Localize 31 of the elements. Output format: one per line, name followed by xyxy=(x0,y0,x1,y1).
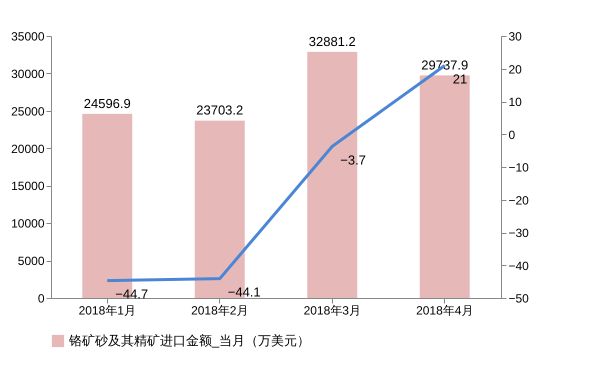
y-tick-label: 10000 xyxy=(11,216,45,231)
y-tick-label: 15000 xyxy=(11,179,45,194)
bar xyxy=(420,75,470,298)
y2-tick-label: −30 xyxy=(508,226,530,240)
y2-tick-label: −40 xyxy=(508,258,530,273)
y-tick-label: 25000 xyxy=(11,104,45,118)
y2-tick-label: 30 xyxy=(508,30,522,44)
data-label: −44.7 xyxy=(115,286,148,302)
data-label: 23703.2 xyxy=(196,102,244,118)
y-tick-label: 20000 xyxy=(11,142,45,156)
y2-tick-label: 0 xyxy=(508,128,516,142)
data-label: −3.7 xyxy=(340,152,366,168)
legend-label: 铬矿砂及其精矿进口金额_当月（万美元） xyxy=(68,333,310,348)
x-tick-label: 2018年3月 xyxy=(304,304,361,318)
y-tick-label: 0 xyxy=(38,292,45,306)
x-tick-label: 2018年1月 xyxy=(78,304,136,318)
data-label: 29737.9 xyxy=(421,57,468,72)
data-label: 32881.2 xyxy=(308,34,356,49)
data-label: 21 xyxy=(452,71,468,86)
data-label: 24596.9 xyxy=(84,96,131,111)
y2-tick-label: −10 xyxy=(508,160,530,174)
y2-tick-label: 10 xyxy=(508,95,522,109)
y2-tick-label: −50 xyxy=(508,292,530,306)
y-tick-label: 35000 xyxy=(11,30,45,44)
x-tick-label: 2018年4月 xyxy=(416,304,474,318)
y2-tick-label: 20 xyxy=(508,62,522,76)
x-tick-label: 2018年2月 xyxy=(191,304,248,318)
y-tick-label: 5000 xyxy=(18,254,45,268)
data-label: −44.1 xyxy=(228,284,261,300)
y2-tick-label: −20 xyxy=(508,193,530,208)
y-tick-label: 30000 xyxy=(11,66,45,81)
